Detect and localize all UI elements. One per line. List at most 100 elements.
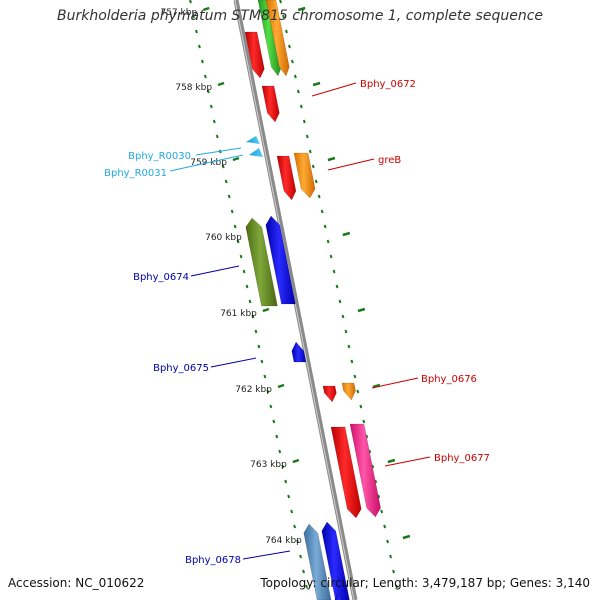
minor-tick (293, 74, 297, 79)
minor-tick (221, 164, 225, 169)
gene-label-bphy_0678[interactable]: Bphy_0678 (185, 555, 241, 566)
gene-feature-red[interactable] (330, 426, 362, 519)
minor-tick (195, 29, 198, 34)
gene-feature-pink[interactable] (349, 423, 381, 518)
minor-tick (212, 119, 216, 124)
minor-tick (392, 569, 395, 574)
minor-tick (371, 464, 375, 469)
gene-features (244, 0, 381, 600)
minor-tick (335, 284, 339, 289)
major-tick (327, 156, 336, 162)
minor-tick (209, 104, 213, 109)
gene-label-greb[interactable]: greB (378, 155, 401, 166)
minor-tick (192, 14, 195, 19)
gene-feature-blue[interactable] (291, 341, 307, 363)
gene-feature-red[interactable] (244, 31, 265, 79)
gene-feature-olive[interactable] (245, 217, 278, 307)
minor-tick (356, 389, 360, 394)
gene-label-bphy_r0030[interactable]: Bphy_R0030 (128, 151, 191, 162)
minor-tick (248, 299, 252, 304)
gene-feature-blue[interactable] (321, 521, 350, 600)
minor-tick (341, 314, 345, 319)
gene-feature-red[interactable] (261, 85, 280, 123)
gene-label-bphy_0677[interactable]: Bphy_0677 (434, 453, 490, 464)
gene-feature-steelblue[interactable] (303, 523, 332, 600)
minor-ticks-left (189, 0, 308, 589)
gene-label-bphy_0676[interactable]: Bphy_0676 (421, 374, 477, 385)
gene-feature-green[interactable] (257, 0, 282, 77)
major-tick (297, 6, 306, 12)
minor-tick (272, 419, 276, 424)
gene-feature-orange[interactable] (293, 152, 316, 199)
major-tick (342, 231, 351, 237)
minor-tick (200, 59, 204, 64)
major-tick (217, 81, 225, 87)
gene-feature-blue[interactable] (265, 215, 296, 305)
label-leader-line (195, 147, 242, 156)
gene-label-bphy_0675[interactable]: Bphy_0675 (153, 363, 209, 374)
gene-label-bphy_r0031[interactable]: Bphy_R0031 (104, 168, 167, 179)
minor-tick (383, 524, 387, 529)
kbp-tick-label: 763 kbp (250, 460, 287, 470)
label-leader-line (210, 357, 257, 368)
minor-tick (285, 29, 288, 34)
kbp-tick-label: 761 kbp (220, 309, 257, 319)
gene-feature-orange[interactable] (265, 0, 290, 77)
chromosome-backbone (233, 0, 358, 600)
minor-ticks-right (279, 0, 398, 589)
major-tick (372, 383, 381, 389)
minor-tick (320, 209, 324, 214)
rna-feature[interactable] (249, 148, 263, 157)
minor-tick (362, 419, 366, 424)
minor-tick (281, 464, 285, 469)
genome-summary: Topology: circular; Length: 3,479,187 bp… (260, 576, 590, 590)
minor-tick (189, 0, 192, 4)
minor-tick (380, 509, 384, 514)
accession-label: Accession: NC_010622 (8, 576, 145, 590)
minor-tick (287, 494, 291, 499)
map-title: Burkholderia phymatum STM815 chromosome … (56, 8, 543, 24)
label-leader-line (384, 456, 431, 467)
minor-tick (329, 254, 333, 259)
minor-tick (203, 74, 207, 79)
minor-tick (233, 224, 237, 229)
minor-tick (299, 104, 303, 109)
minor-tick (299, 554, 303, 559)
minor-tick (344, 329, 348, 334)
minor-tick (338, 299, 342, 304)
gene-feature-red[interactable] (276, 155, 297, 201)
minor-tick (326, 239, 330, 244)
minor-tick (284, 479, 288, 484)
gene-feature-red[interactable] (322, 385, 337, 403)
major-tick (357, 307, 366, 313)
rna-feature[interactable] (246, 136, 260, 144)
kbp-tick-label: 764 kbp (265, 536, 302, 546)
gene-label-bphy_0672[interactable]: Bphy_0672 (360, 79, 416, 90)
minor-tick (368, 449, 372, 454)
gene-feature-orange[interactable] (341, 382, 356, 401)
minor-tick (254, 329, 258, 334)
minor-tick (230, 209, 234, 214)
minor-tick (347, 344, 351, 349)
gene-feature-blue[interactable] (334, 593, 345, 600)
minor-tick (296, 539, 300, 544)
major-tick (387, 458, 396, 464)
minor-tick (359, 404, 363, 409)
kbp-tick-label: 762 kbp (235, 385, 272, 395)
minor-tick (311, 164, 315, 169)
minor-tick (215, 134, 219, 139)
gene-labels: Bphy_0672 greB Bphy_R0030 Bphy_R0031 Bphy_06… (104, 79, 490, 566)
label-leaders (169, 82, 431, 560)
major-tick (402, 534, 411, 540)
minor-tick (269, 404, 273, 409)
kbp-tick-label: 760 kbp (205, 233, 242, 243)
minor-tick (290, 509, 294, 514)
kbp-tick-label: 758 kbp (175, 83, 212, 93)
minor-tick (239, 254, 243, 259)
label-leader-line (311, 82, 357, 97)
minor-tick (317, 194, 321, 199)
minor-tick (314, 179, 318, 184)
gene-label-bphy_0674[interactable]: Bphy_0674 (133, 272, 189, 283)
minor-tick (227, 194, 231, 199)
